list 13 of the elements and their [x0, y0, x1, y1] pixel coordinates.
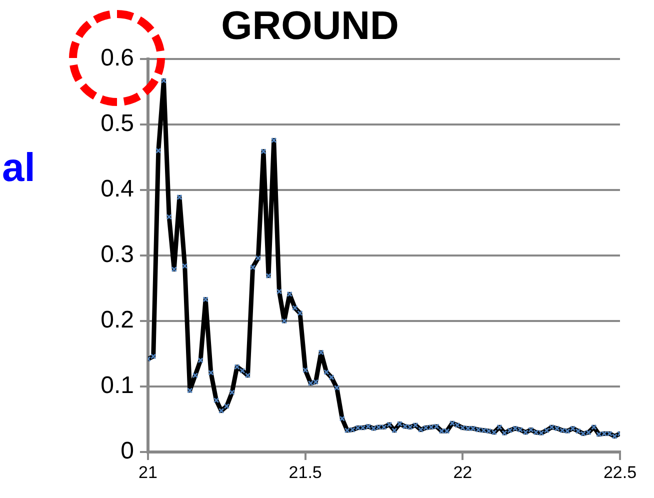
- y-tick-label: 0.3: [100, 241, 134, 268]
- y-tick-label: 0.4: [100, 176, 134, 203]
- x-tick-label: 21: [138, 462, 158, 482]
- y-tick-label: 0.6: [100, 44, 134, 72]
- x-tick-label: 22: [453, 462, 472, 482]
- x-tick-label: 21.5: [288, 462, 322, 482]
- y-tick-label: 0.1: [100, 372, 134, 400]
- x-tick-label: 22.5: [603, 462, 637, 482]
- y-tick-label: 0: [120, 438, 134, 465]
- y-tick-label: 0.2: [100, 306, 134, 334]
- y-axis-title: al: [2, 146, 36, 191]
- chart-title: GROUND: [221, 4, 399, 48]
- y-tick-label: 0.5: [100, 110, 134, 138]
